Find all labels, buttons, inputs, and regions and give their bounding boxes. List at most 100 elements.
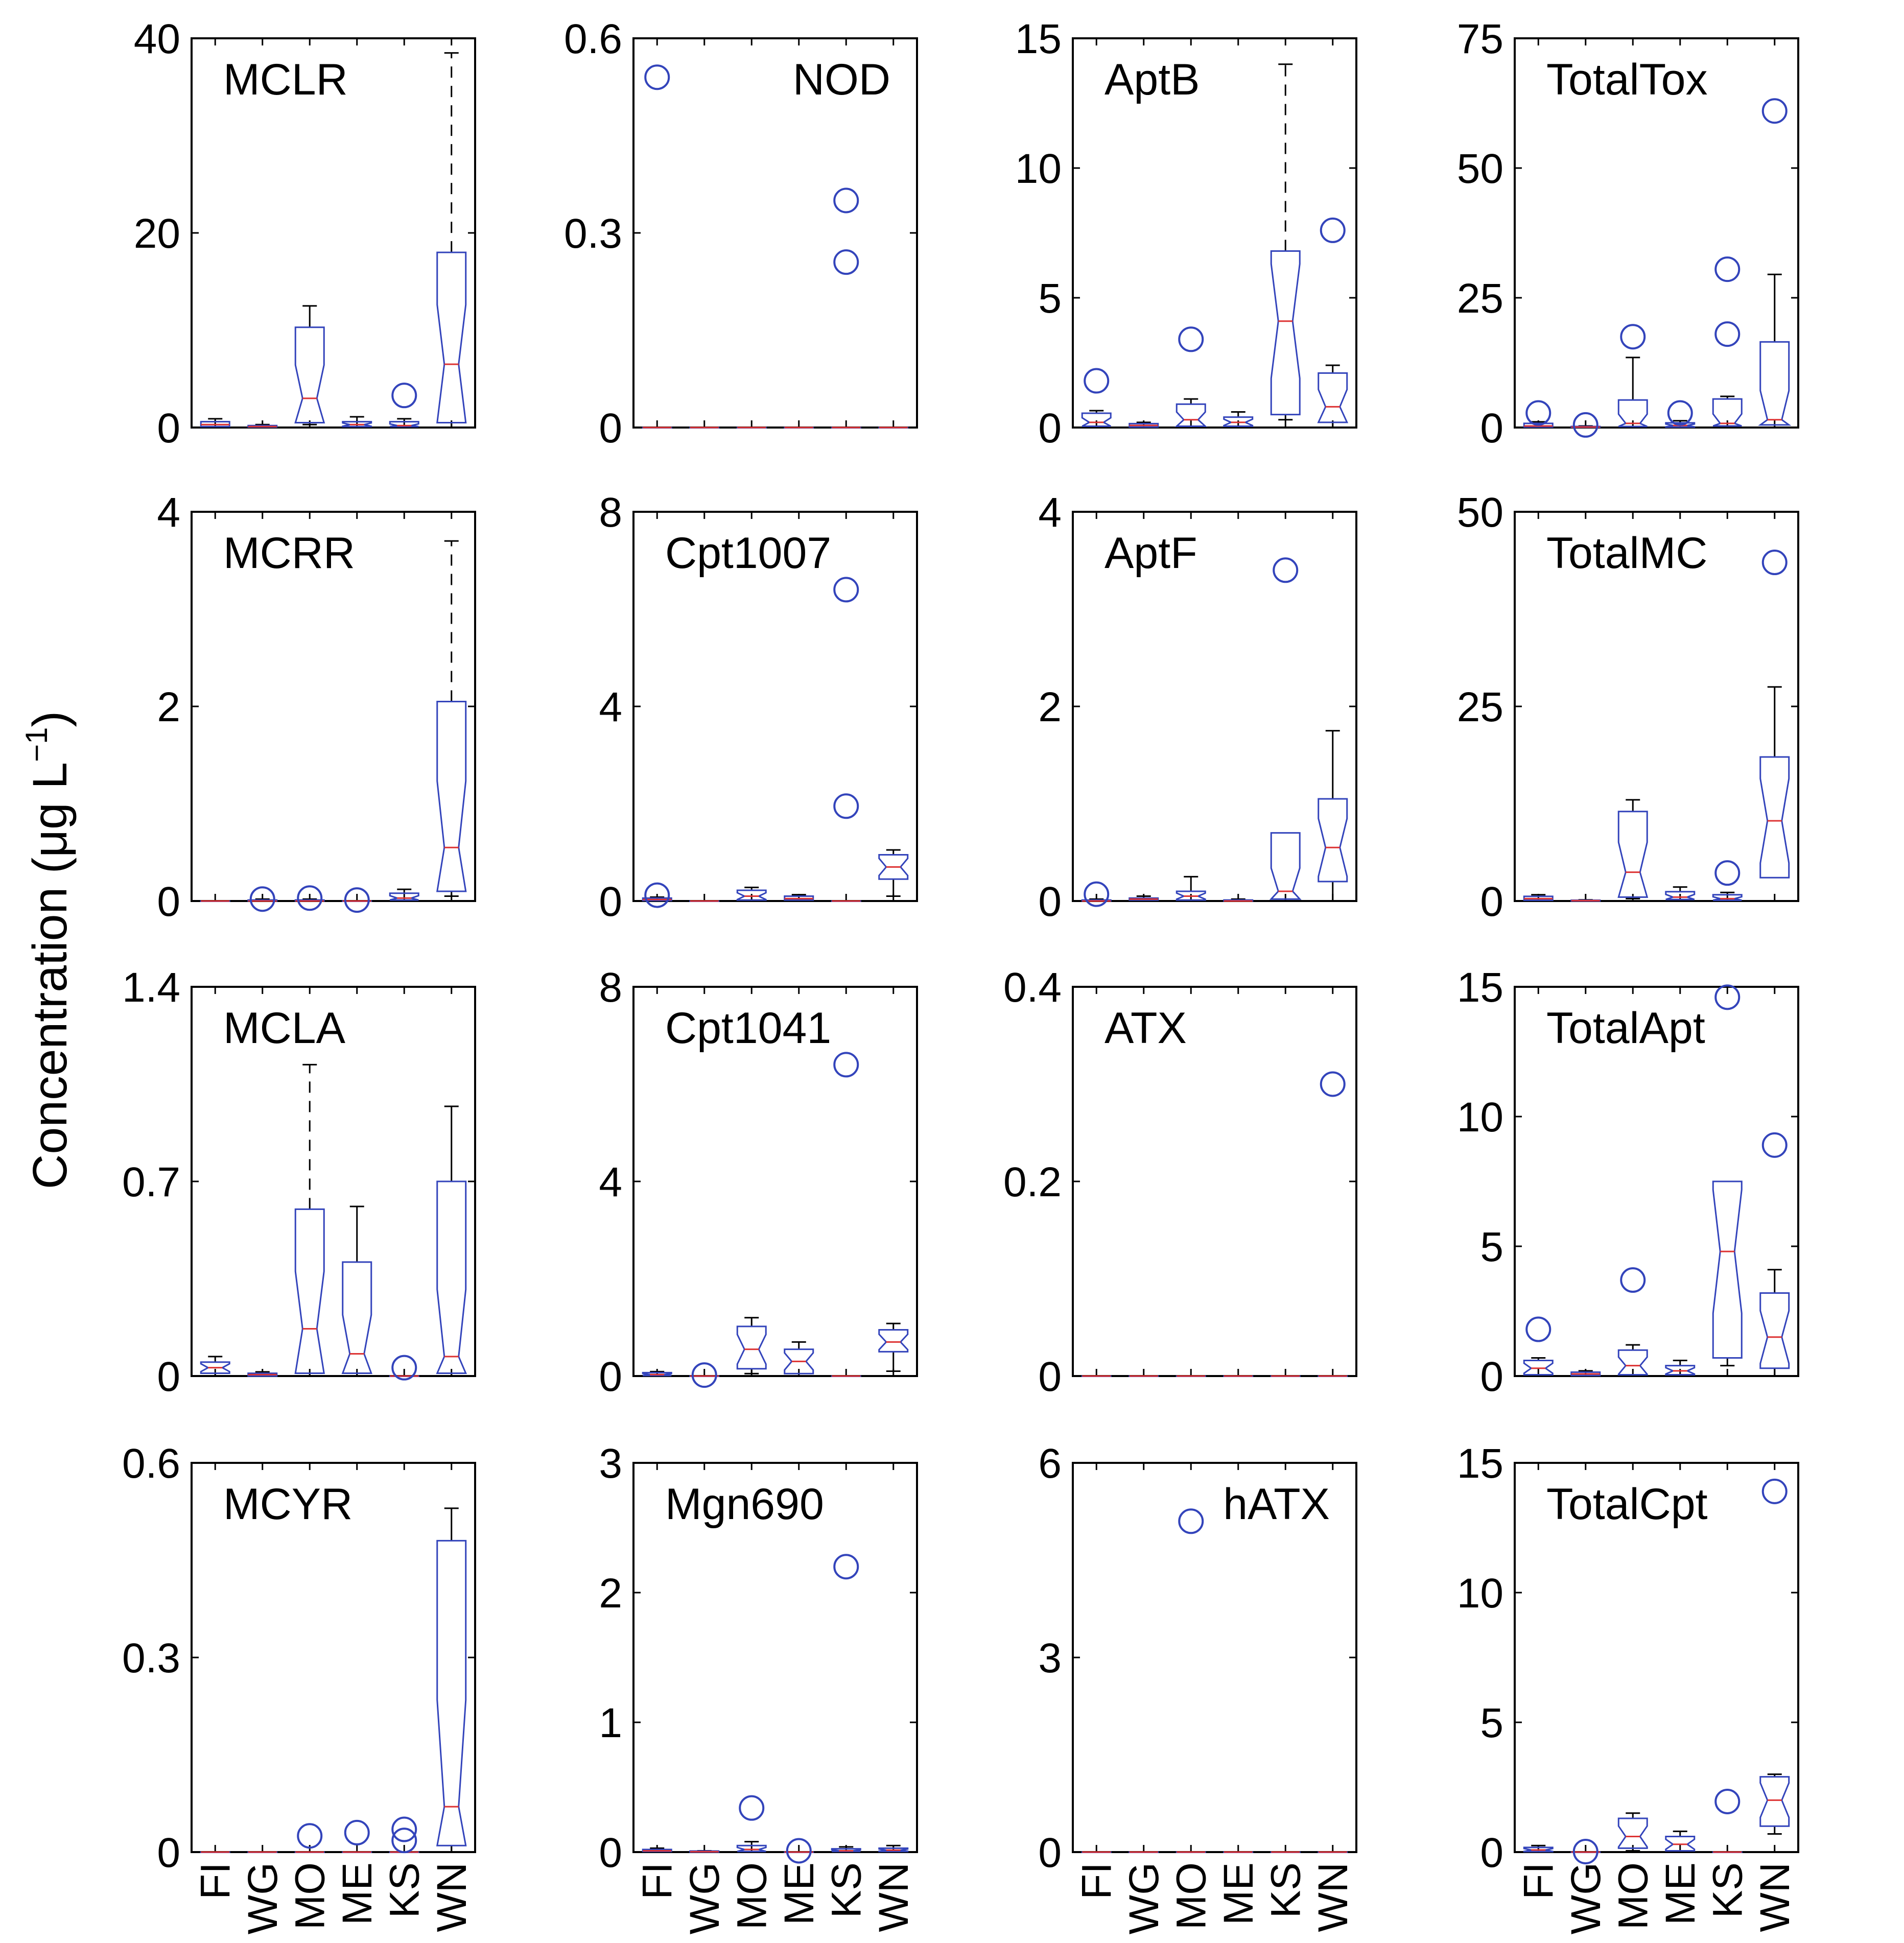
box-ks	[1712, 1788, 1743, 1853]
x-tick-label: FI	[634, 1862, 680, 1900]
box-wn	[1318, 1071, 1348, 1377]
panel-mcla: 0 0.7 1.4 MCLA	[122, 964, 476, 1400]
y-tick-label: 0.3	[564, 210, 622, 257]
outlier-point	[786, 1838, 812, 1864]
box-wg	[247, 423, 278, 429]
panel-title: TotalTox	[1546, 55, 1708, 104]
box-ks	[831, 1554, 861, 1853]
panel-title: MCRR	[223, 529, 355, 578]
outlier-point	[1320, 217, 1346, 243]
outlier-point	[1320, 1071, 1346, 1097]
y-tick-label: 0	[1480, 405, 1503, 452]
box-fi	[1523, 400, 1554, 429]
outlier-point	[1525, 1316, 1552, 1342]
box-body	[1712, 894, 1743, 901]
box-me	[341, 1205, 372, 1377]
box-me	[1665, 400, 1696, 429]
y-tick-label: 20	[134, 210, 180, 257]
box-fi	[1081, 368, 1112, 429]
y-tick-label: 0	[1480, 879, 1503, 925]
box-mo	[1176, 1375, 1206, 1377]
box-wn	[436, 52, 467, 429]
outlier-point	[344, 1819, 370, 1845]
box-ks	[389, 888, 419, 902]
outlier-point	[297, 1823, 323, 1849]
y-tick-label: 75	[1457, 16, 1503, 62]
box-body	[1758, 341, 1792, 426]
box-mo	[1617, 1267, 1648, 1377]
x-tick-label: KS	[381, 1862, 428, 1918]
y-tick-label: 15	[1457, 1440, 1503, 1487]
panels: 02040MCLR00.30.6NOD051015AptB0255075Tota…	[122, 16, 1799, 1934]
panel-title: TotalMC	[1546, 529, 1707, 578]
box-ks	[1712, 984, 1743, 1367]
x-tick-label: WN	[1310, 1862, 1356, 1932]
box-wn	[878, 849, 909, 897]
panel-title: Mgn690	[665, 1480, 824, 1529]
outlier-point	[1714, 984, 1741, 1010]
box-wn	[1758, 98, 1792, 429]
axes-frame	[1514, 37, 1799, 429]
x-tick-label: MO	[728, 1862, 775, 1930]
box-body	[736, 889, 767, 901]
box-ks	[831, 577, 861, 902]
outlier-point	[391, 1828, 417, 1854]
y-tick-label: 8	[599, 964, 622, 1011]
box-body	[1759, 1776, 1790, 1827]
outlier-point	[833, 1052, 859, 1078]
box-body	[1665, 1365, 1696, 1376]
y-tick-label: 3	[599, 1440, 622, 1487]
panel-title: MCYR	[223, 1480, 352, 1529]
panel-nod: 0 0.3 0.6 NOD	[564, 16, 918, 452]
box-fi	[200, 418, 230, 429]
y-tick-label: 15	[1457, 964, 1503, 1011]
y-tick-label: 2	[157, 684, 180, 730]
box-fi	[642, 882, 672, 908]
outlier-point	[1714, 321, 1741, 347]
y-tick-label: 4	[157, 489, 180, 536]
outlier-point	[1620, 1267, 1646, 1293]
box-mo	[294, 305, 325, 425]
box-ks	[1712, 860, 1743, 902]
box-body	[784, 1348, 814, 1375]
outlier-point	[1714, 256, 1741, 282]
box-me	[342, 1819, 372, 1853]
box-body	[294, 326, 325, 423]
box-body	[1176, 890, 1206, 901]
box-fi	[642, 1847, 672, 1853]
x-tick-label: WG	[240, 1862, 286, 1934]
box-body	[1223, 416, 1254, 427]
box-body	[1665, 422, 1696, 428]
box-body	[1617, 399, 1648, 428]
y-tick-label: 1	[599, 1700, 622, 1746]
y-tick-label: 0	[599, 1830, 622, 1876]
panel-cpt1041: 0 4 8 Cpt1041	[599, 964, 918, 1400]
box-body	[1712, 398, 1743, 427]
axes-frame	[1514, 1462, 1799, 1853]
panel-title: MCLA	[223, 1004, 346, 1053]
box-ks	[1269, 557, 1302, 902]
y-tick-label: 10	[1457, 1094, 1503, 1141]
y-tick-label: 4	[1038, 489, 1062, 536]
box-body	[878, 854, 909, 880]
panel-title: TotalCpt	[1546, 1480, 1708, 1529]
x-tick-label: ME	[1215, 1862, 1262, 1925]
box-fi	[1081, 881, 1112, 907]
axes-frame	[1072, 37, 1357, 429]
y-tick-label: 0	[1038, 1830, 1062, 1876]
outlier-point	[1273, 557, 1299, 583]
y-tick-label: 5	[1038, 275, 1062, 322]
box-ks	[389, 1816, 419, 1854]
box-body	[1617, 1349, 1648, 1376]
box-me	[1223, 1375, 1254, 1377]
x-tick-label: FI	[192, 1862, 239, 1900]
x-tick-label: WN	[429, 1862, 475, 1932]
panel-totalapt: 0 5 10 15 TotalApt	[1457, 964, 1799, 1400]
box-me	[784, 894, 814, 902]
box-fi	[200, 1356, 230, 1377]
panel-title: ATX	[1104, 1004, 1187, 1053]
outlier-point	[391, 1355, 417, 1381]
outlier-point	[1572, 1838, 1599, 1864]
box-wg	[1129, 1851, 1159, 1853]
